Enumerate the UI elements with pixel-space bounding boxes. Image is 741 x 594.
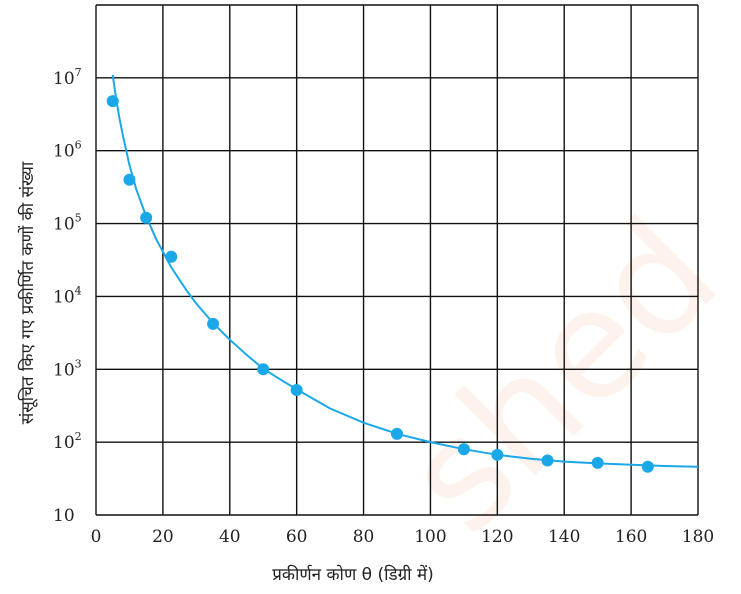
watermark: shed	[372, 187, 741, 565]
data-point	[391, 427, 403, 440]
y-tick-labels: 10 102 103 104 105 106 107	[53, 66, 82, 526]
y-tick-label: 105	[53, 212, 82, 235]
data-point	[257, 363, 270, 376]
y-tick-label: 104	[53, 284, 82, 307]
data-point	[457, 443, 470, 456]
data-point	[491, 448, 504, 461]
data-point	[106, 95, 119, 108]
x-tick-labels: 0 20 40 60 80 100 120 140 160 180	[91, 527, 715, 547]
y-axis-title: संसूचित किए गए प्रकीर्णित कणों की संख्या	[17, 161, 38, 424]
data-point	[290, 383, 303, 396]
y-tick-label: 102	[53, 430, 82, 453]
x-axis-title: प्रकीर्णन कोण θ (डिग्री में)	[272, 564, 434, 585]
y-tick-label: 107	[53, 66, 82, 89]
y-tick-label: 103	[53, 357, 82, 380]
series-layer	[106, 74, 699, 473]
x-tick-label: 140	[548, 527, 580, 547]
x-tick-label: 160	[615, 527, 647, 547]
data-point	[123, 173, 136, 186]
x-tick-label: 60	[286, 527, 308, 547]
y-tick-label: 106	[53, 139, 82, 162]
x-tick-label: 80	[353, 527, 375, 547]
x-tick-label: 0	[91, 527, 102, 547]
data-point	[641, 460, 654, 473]
data-point	[541, 454, 554, 467]
data-point	[165, 250, 178, 263]
x-tick-label: 20	[152, 527, 174, 547]
x-tick-label: 40	[219, 527, 241, 547]
x-tick-label: 120	[481, 527, 513, 547]
x-tick-label: 180	[682, 527, 714, 547]
data-point	[207, 317, 220, 330]
y-tick-label: 10	[53, 506, 75, 526]
grid	[95, 4, 699, 516]
data-point	[591, 456, 604, 469]
x-tick-label: 100	[414, 527, 446, 547]
data-point	[140, 211, 153, 224]
